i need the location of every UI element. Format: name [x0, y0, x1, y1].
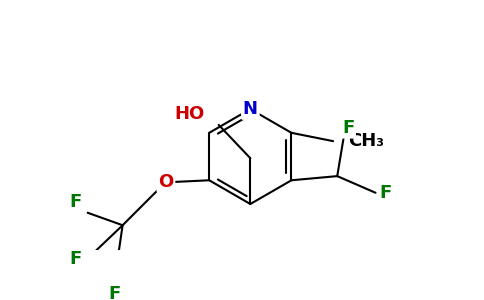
Text: F: F [69, 250, 81, 268]
Text: F: F [108, 285, 121, 300]
Text: F: F [379, 184, 392, 202]
Text: CH₃: CH₃ [348, 132, 384, 150]
Text: O: O [158, 173, 174, 191]
Text: F: F [69, 193, 81, 211]
Text: N: N [243, 100, 258, 118]
Text: HO: HO [174, 105, 205, 123]
Text: F: F [342, 119, 354, 137]
